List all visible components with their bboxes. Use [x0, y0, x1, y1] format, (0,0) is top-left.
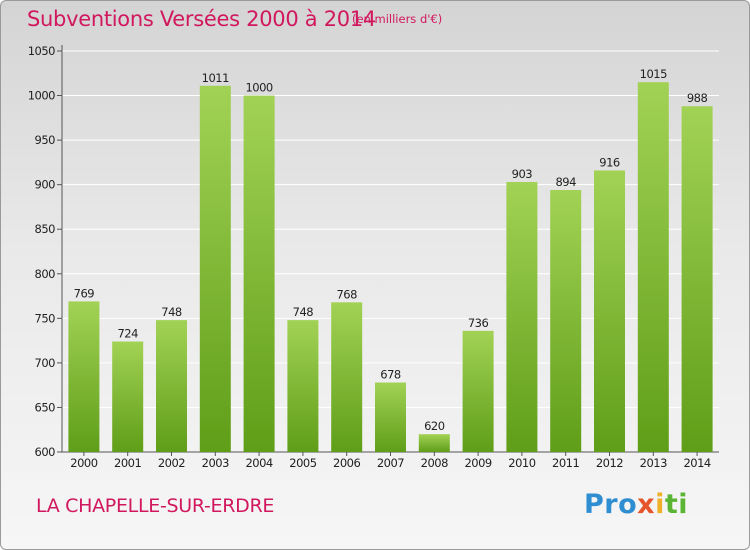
value-label: 736 [468, 316, 489, 330]
value-label: 748 [161, 305, 182, 319]
value-label: 903 [512, 167, 533, 181]
x-tick-label: 2004 [245, 456, 272, 470]
y-tick-label: 600 [35, 445, 56, 459]
bar [506, 181, 538, 452]
x-tick-label: 2008 [421, 456, 448, 470]
y-tick-label: 950 [35, 133, 56, 147]
value-label: 1011 [202, 71, 229, 85]
unit-note: (en milliers d'€) [352, 12, 443, 26]
bar [637, 82, 669, 452]
value-label: 1000 [245, 81, 272, 95]
y-tick-label: 650 [35, 400, 56, 414]
value-label: 894 [555, 175, 576, 189]
value-label: 769 [74, 286, 95, 300]
x-tick-label: 2011 [552, 456, 579, 470]
bars [68, 82, 713, 453]
bar [375, 382, 406, 452]
bar [199, 85, 231, 453]
x-tick-label: 2005 [289, 456, 316, 470]
value-label: 678 [380, 367, 401, 381]
value-label: 988 [687, 91, 708, 105]
bar [156, 320, 187, 452]
bar [287, 320, 319, 452]
bar [243, 95, 275, 453]
logo-part: ti [664, 489, 689, 520]
x-tick-label: 2014 [683, 456, 710, 470]
value-label: 748 [293, 305, 314, 319]
y-tick-label: 900 [35, 178, 56, 192]
y-tick-label: 700 [35, 356, 56, 370]
logo-part: x [637, 489, 656, 520]
bar [462, 330, 494, 452]
bar [418, 434, 450, 452]
value-label: 724 [117, 327, 138, 341]
x-tick-label: 2000 [70, 456, 97, 470]
bar [331, 302, 363, 452]
bar [550, 190, 582, 452]
proxiti-logo[interactable]: Proxiti [584, 489, 688, 520]
value-label: 620 [424, 419, 445, 433]
x-tick-label: 2010 [508, 456, 535, 470]
y-tick-label: 850 [35, 222, 56, 236]
y-tick-label: 1000 [28, 89, 55, 103]
value-label: 1015 [640, 67, 667, 81]
labels: 769 724 748 1011 1000 748 768 678 620 736 903 894 91… [74, 67, 708, 433]
x-tick-label: 2013 [640, 456, 667, 470]
x-tick-label: 2007 [377, 456, 404, 470]
axes: 600 650 700 750 800 850 900 950 1000 1050 2000 2001… [28, 44, 719, 470]
bar [68, 301, 100, 452]
x-tick-label: 2002 [158, 456, 185, 470]
x-tick-label: 2001 [114, 456, 141, 470]
value-label: 768 [336, 287, 357, 301]
city-name: LA CHAPELLE-SUR-ERDRE [36, 495, 275, 517]
y-tick-label: 800 [35, 267, 56, 281]
value-label: 916 [599, 155, 620, 169]
chart-title: Subventions Versées 2000 à 2014 [27, 7, 376, 31]
bar [594, 170, 625, 453]
y-tick-label: 750 [35, 311, 56, 325]
bar [112, 341, 144, 452]
y-tick-label: 1050 [28, 44, 55, 58]
logo-part: Pro [584, 489, 638, 520]
bar [681, 106, 713, 452]
x-tick-label: 2003 [202, 456, 229, 470]
x-tick-label: 2012 [596, 456, 623, 470]
x-tick-label: 2009 [464, 456, 491, 470]
x-tick-label: 2006 [333, 456, 360, 470]
logo-part: i [655, 489, 665, 520]
